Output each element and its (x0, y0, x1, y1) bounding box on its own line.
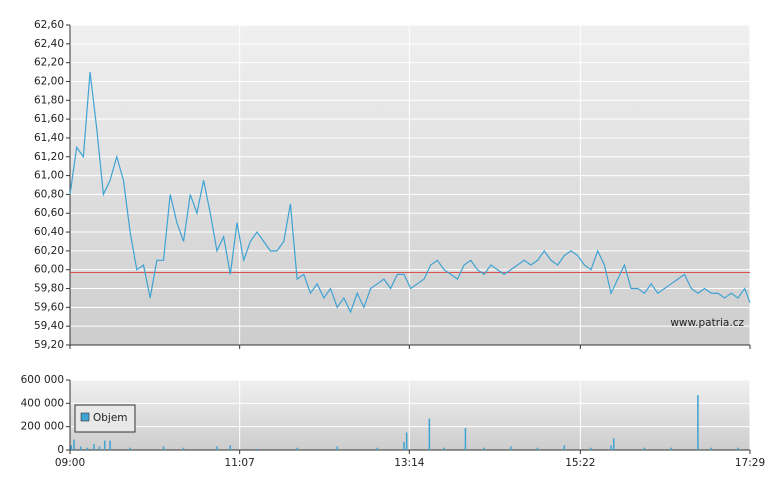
y-tick-label: 59,80 (34, 283, 64, 295)
y-tick-label: 400 000 (21, 397, 64, 409)
volume-bar (162, 446, 165, 450)
price-plot-area (70, 25, 750, 345)
x-tick-label: 11:07 (225, 457, 255, 469)
y-tick-label: 60,20 (34, 245, 64, 257)
volume-bar (109, 440, 111, 450)
volume-bar (670, 447, 672, 450)
volume-bar (590, 447, 592, 450)
volume-bar (612, 438, 615, 450)
volume-bar (79, 446, 82, 450)
volume-bar (98, 446, 101, 450)
x-tick-label: 13:14 (394, 457, 425, 469)
volume-plot-area (70, 380, 750, 450)
y-tick-label: 60,00 (34, 264, 64, 276)
volume-bar (443, 447, 445, 450)
volume-bar (643, 447, 646, 450)
watermark: www.patria.cz (670, 317, 744, 329)
y-tick-label: 59,60 (34, 301, 64, 313)
volume-bar (256, 448, 258, 450)
volume-bar (536, 447, 539, 450)
y-tick-label: 61,80 (34, 94, 64, 106)
volume-bar (216, 446, 218, 450)
y-tick-label: 0 (57, 444, 64, 456)
legend-label: Objem (93, 412, 128, 424)
x-tick-label: 09:00 (55, 457, 85, 469)
y-tick-label: 59,40 (34, 320, 64, 332)
volume-bar (737, 447, 739, 450)
volume-bar (86, 447, 89, 450)
volume-bar (610, 445, 612, 450)
y-tick-label: 61,40 (34, 132, 64, 144)
volume-bar (428, 418, 431, 450)
legend-swatch (80, 412, 90, 422)
volume-bar (405, 432, 408, 450)
y-tick-label: 62,60 (34, 19, 64, 31)
y-tick-label: 61,60 (34, 113, 64, 125)
volume-bar (563, 445, 566, 450)
y-tick-label: 59,20 (34, 339, 64, 351)
volume-bar (697, 395, 699, 450)
volume-bar (464, 427, 467, 450)
volume-bar (70, 445, 73, 450)
x-tick-label: 17:29 (735, 457, 765, 469)
volume-bar (336, 446, 338, 450)
volume-bar (510, 446, 512, 450)
price-line (69, 71, 751, 314)
y-tick-label: 61,00 (34, 170, 64, 182)
y-tick-label: 62,00 (34, 75, 64, 87)
y-tick-label: 62,40 (34, 38, 64, 50)
y-tick-label: 60,60 (34, 207, 64, 219)
volume-bar (229, 445, 232, 450)
y-tick-label: 200 000 (21, 421, 64, 433)
volume-bar (103, 440, 106, 450)
volume-bar (403, 441, 405, 450)
y-tick-label: 61,20 (34, 151, 64, 163)
y-tick-label: 600 000 (21, 374, 64, 386)
volume-bar (93, 444, 95, 450)
volume-bar (710, 447, 713, 450)
volume-bar (182, 447, 185, 450)
y-tick-label: 60,40 (34, 226, 64, 238)
volume-bar (376, 447, 379, 450)
x-tick-label: 15:22 (565, 457, 595, 469)
volume-bar (73, 439, 75, 450)
volume-bar (129, 447, 131, 450)
y-tick-label: 60,80 (34, 188, 64, 200)
volume-bar (296, 447, 298, 450)
volume-bar (483, 447, 485, 450)
y-tick-label: 62,20 (34, 57, 64, 69)
